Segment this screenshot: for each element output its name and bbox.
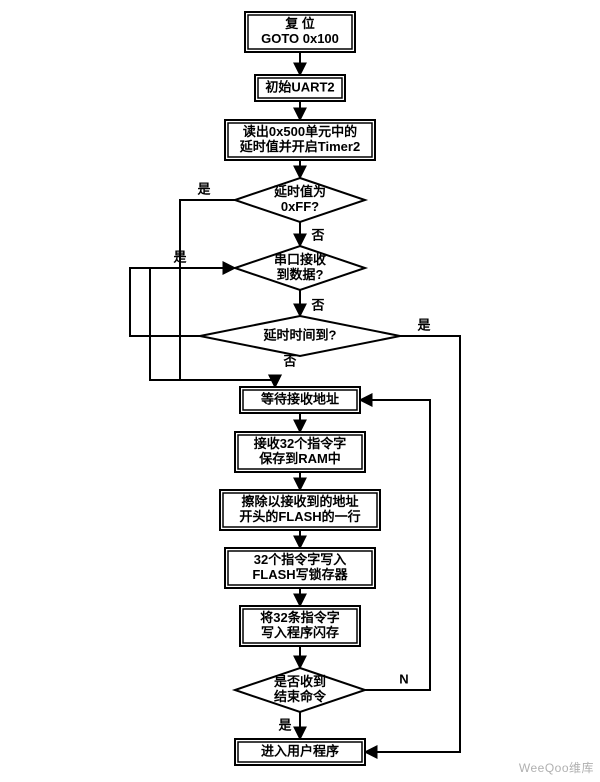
edge-label-15: 是	[277, 717, 292, 732]
svg-text:将32条指令字: 将32条指令字	[260, 610, 339, 625]
svg-text:擦除以接收到的地址: 擦除以接收到的地址	[241, 494, 358, 509]
svg-text:串口接收: 串口接收	[274, 252, 327, 267]
svg-text:延时值为: 延时值为	[273, 184, 326, 199]
svg-text:进入用户程序: 进入用户程序	[261, 743, 339, 758]
edge-label-8: 是	[416, 317, 431, 332]
svg-text:初始UART2: 初始UART2	[265, 79, 334, 94]
svg-text:0xFF?: 0xFF?	[281, 199, 319, 214]
edge-label-4: 否	[310, 297, 324, 312]
svg-text:等待接收地址: 等待接收地址	[260, 391, 339, 406]
watermark: WeeQoo维库	[519, 759, 594, 776]
edge-label-7: 否	[282, 353, 296, 368]
edge-5	[180, 200, 275, 387]
svg-text:读出0x500单元中的: 读出0x500单元中的	[243, 124, 357, 139]
edge-14	[360, 400, 430, 690]
svg-text:延时值并开启Timer2: 延时值并开启Timer2	[239, 139, 360, 154]
svg-text:复 位: 复 位	[284, 16, 315, 31]
edge-7	[130, 268, 235, 336]
svg-text:32个指令字写入: 32个指令字写入	[254, 552, 346, 567]
edge-label-5: 是	[196, 181, 211, 196]
svg-text:开头的FLASH的一行: 开头的FLASH的一行	[239, 509, 360, 524]
svg-text:到数据?: 到数据?	[277, 267, 324, 282]
svg-text:写入程序闪存: 写入程序闪存	[261, 625, 339, 640]
flowchart-container: 复 位GOTO 0x100 初始UART2 读出0x500单元中的延时值并开启Tim…	[0, 0, 600, 782]
svg-text:结束命令: 结束命令	[274, 689, 327, 704]
edge-label-14: N	[399, 671, 408, 686]
edge-label-6: 是	[172, 249, 187, 264]
flowchart-svg: 复 位GOTO 0x100 初始UART2 读出0x500单元中的延时值并开启Tim…	[0, 0, 600, 782]
svg-text:GOTO 0x100: GOTO 0x100	[261, 31, 339, 46]
edge-label-3: 否	[310, 227, 324, 242]
svg-text:延时时间到?: 延时时间到?	[263, 327, 337, 342]
svg-text:是否收到: 是否收到	[273, 674, 326, 689]
svg-text:接收32个指令字: 接收32个指令字	[254, 436, 346, 451]
svg-text:FLASH写锁存器: FLASH写锁存器	[252, 567, 348, 582]
svg-text:保存到RAM中: 保存到RAM中	[258, 451, 341, 466]
